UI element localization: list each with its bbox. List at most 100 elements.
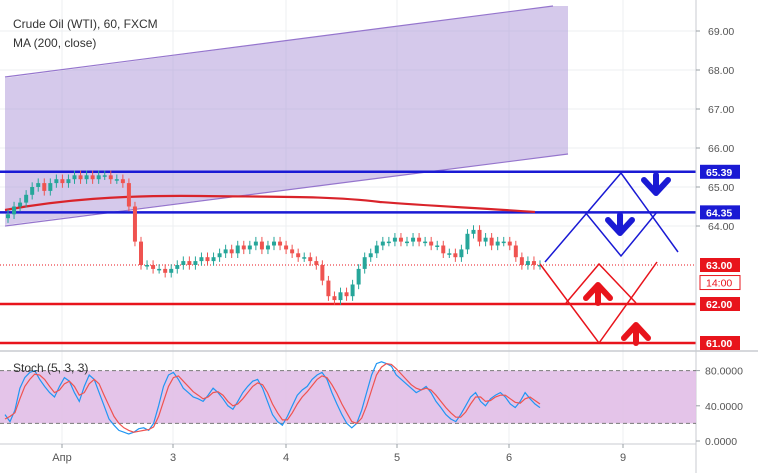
stoch-tick-label-1: 40.0000 — [705, 401, 743, 413]
candle-body-20 — [126, 183, 131, 207]
candle-body-22 — [139, 241, 143, 265]
candle-body-21 — [132, 206, 137, 242]
candle-body-1 — [12, 206, 17, 215]
candle-body-4 — [30, 187, 35, 195]
candle-body-50 — [308, 257, 313, 262]
candle-body-59 — [362, 257, 367, 269]
candle-body-7 — [48, 183, 53, 191]
candle-body-56 — [344, 292, 349, 297]
stoch-series-1 — [4, 362, 541, 433]
candle-body-55 — [338, 292, 343, 301]
price-tag-2: 63.00 — [700, 258, 740, 272]
stoch-label: Stoch (5, 3, 3) — [13, 361, 89, 375]
price-tag-text-4: 62.00 — [706, 299, 732, 311]
price-tag-box-4 — [700, 297, 740, 311]
candle-body-80 — [489, 237, 494, 246]
candle-body-35 — [217, 253, 222, 258]
candle-body-12 — [78, 175, 83, 180]
candle-body-15 — [96, 175, 101, 180]
candle-body-51 — [314, 261, 319, 265]
candle-body-29 — [181, 261, 186, 265]
x-tick-label-2: 4 — [283, 452, 289, 464]
candle-body-73 — [447, 253, 452, 255]
support-zigzag-outer — [539, 261, 658, 345]
chart-info: Crude Oil (WTI), 60, FXCM MA (200, close… — [13, 15, 158, 53]
candle-body-5 — [36, 183, 41, 187]
x-tick-label-0: Апр — [52, 452, 71, 464]
price-tag-text-0: 65.39 — [706, 167, 732, 179]
candle-body-2 — [18, 202, 23, 207]
arrow-down-icon-2-head — [605, 217, 635, 236]
candle-body-0 — [6, 214, 10, 219]
x-tick-label-4: 6 — [506, 452, 512, 464]
candle-body-66 — [405, 241, 409, 244]
arrow-up-icon-2 — [621, 322, 651, 346]
candle-body-85 — [519, 257, 524, 265]
ma-200-line — [4, 194, 536, 214]
arrow-up-icon-2-head — [621, 322, 651, 341]
candle-body-81 — [495, 241, 500, 246]
arrow-up-icon-1 — [583, 282, 613, 306]
candle-body-27 — [169, 268, 174, 273]
candle-body-45 — [278, 241, 283, 246]
candle-body-37 — [229, 249, 234, 254]
x-tick-label-5: 9 — [620, 452, 626, 464]
candle-body-62 — [380, 241, 385, 246]
price-tag-0: 65.39 — [700, 164, 740, 179]
candle-body-34 — [211, 257, 216, 262]
y-tick-label-3: 66.00 — [708, 143, 734, 155]
candle-body-74 — [453, 253, 458, 258]
price-tag-text-2: 63.00 — [706, 260, 732, 272]
candle-body-63 — [386, 241, 391, 244]
y-tick-label-5: 64.00 — [708, 221, 734, 233]
candle-body-9 — [60, 179, 65, 184]
candle-body-3 — [24, 194, 29, 203]
candle-body-65 — [398, 237, 403, 242]
candle-body-42 — [259, 241, 264, 250]
candle-body-47 — [290, 249, 295, 254]
candle-body-53 — [326, 280, 331, 297]
candle-body-30 — [187, 261, 192, 265]
channel-fill — [5, 6, 568, 225]
candle-body-31 — [193, 261, 198, 265]
price-tag-box-2 — [700, 258, 740, 272]
candle-body-68 — [417, 237, 422, 242]
candle-body-24 — [151, 265, 156, 269]
candle-body-79 — [483, 237, 488, 242]
y-tick-label-0: 69.00 — [708, 26, 734, 38]
candle-body-78 — [477, 229, 482, 242]
candle-body-88 — [538, 265, 542, 267]
indicator-label: MA (200, close) — [13, 36, 97, 50]
arrow-down-icon-1-head — [641, 177, 671, 196]
price-tag-3: 14:00 — [699, 275, 741, 291]
price-tag-text-5: 61.00 — [706, 338, 732, 350]
price-tag-text-1: 64.35 — [706, 207, 732, 219]
candle-body-13 — [84, 175, 89, 180]
symbol-title: Crude Oil (WTI), 60, FXCM — [13, 17, 158, 31]
candle-body-16 — [102, 175, 107, 177]
channel-lower-line — [4, 153, 569, 227]
arrow-up-icon-1-head — [583, 282, 613, 301]
candle-body-8 — [54, 179, 59, 184]
candle-body-18 — [114, 179, 119, 181]
candles — [6, 170, 542, 305]
candle-body-77 — [471, 229, 476, 234]
price-tag-4: 62.00 — [700, 297, 740, 311]
candle-body-58 — [356, 268, 361, 285]
candle-body-46 — [284, 245, 289, 250]
candle-body-52 — [320, 265, 325, 281]
candle-body-25 — [157, 268, 162, 271]
candle-body-33 — [205, 257, 210, 262]
price-tag-box-5 — [700, 336, 740, 350]
channel-upper-line — [4, 5, 554, 78]
candle-body-54 — [332, 296, 337, 301]
candle-body-86 — [525, 261, 530, 265]
candle-body-76 — [465, 233, 470, 250]
price-tag-1: 64.35 — [700, 205, 740, 220]
candle-body-60 — [368, 253, 373, 258]
candle-body-72 — [441, 245, 446, 254]
candle-body-26 — [163, 268, 168, 273]
candle-body-70 — [429, 241, 434, 246]
